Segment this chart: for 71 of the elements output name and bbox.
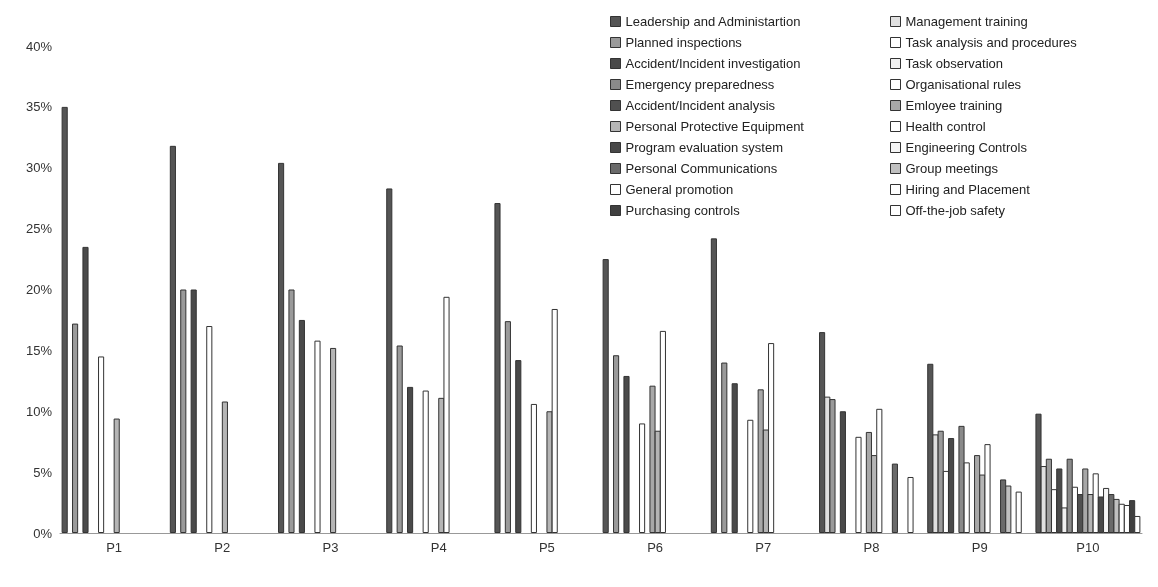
bar: [530, 403, 537, 533]
legend-label: Purchasing controls: [625, 203, 741, 218]
bar: [515, 360, 522, 533]
x-tick-label: P5: [538, 540, 555, 555]
bar: [330, 347, 337, 533]
y-tick-label: 25%: [25, 221, 53, 237]
bar: [386, 188, 393, 533]
legend-label: Management training: [905, 14, 1028, 29]
bar: [757, 389, 764, 533]
legend-label: Task analysis and procedures: [905, 35, 1078, 50]
legend-label: Group meetings: [905, 161, 999, 176]
legend-label: Accident/Incident analysis: [625, 98, 776, 113]
bar: [494, 203, 501, 533]
bar: [1015, 491, 1022, 533]
legend-label: Health control: [905, 119, 986, 134]
x-tick-label: P10: [1076, 540, 1100, 555]
x-tick-label: P7: [755, 540, 772, 555]
bar: [113, 418, 120, 533]
legend-label: Personal Communications: [625, 161, 778, 176]
bar: [61, 106, 68, 533]
bar: [1035, 413, 1042, 533]
legend-label: Emloyee training: [905, 98, 1003, 113]
bar: [855, 436, 862, 533]
legend-label: Personal Protective Equipment: [625, 119, 805, 134]
bar: [747, 419, 754, 533]
x-tick-label: P2: [214, 540, 231, 555]
bar: [907, 477, 914, 533]
y-tick-label: 30%: [25, 160, 53, 176]
legend-label: Task observation: [905, 56, 1004, 71]
x-tick-label: P4: [430, 540, 447, 555]
legend-label: Engineering Controls: [905, 140, 1028, 155]
bar: [602, 259, 609, 533]
bar: [206, 326, 213, 533]
legend-label: Organisational rules: [905, 77, 1022, 92]
y-tick-label: 20%: [25, 282, 53, 297]
bar: [623, 375, 630, 533]
bar: [221, 401, 228, 533]
legend-label: Planned inspections: [625, 35, 743, 50]
legend-label: Accident/Incident investigation: [625, 56, 801, 71]
y-tick-label: 0%: [33, 525, 53, 541]
bar: [278, 162, 285, 533]
legend-label: General promotion: [625, 182, 734, 197]
legend-label: Emergency preparedness: [625, 77, 775, 92]
x-tick-label: P6: [647, 540, 664, 555]
legend-label: Program evaluation system: [625, 140, 784, 155]
x-tick-label: P1: [106, 540, 123, 555]
y-tick-label: 40%: [25, 38, 53, 54]
y-tick-label: 15%: [25, 342, 53, 358]
legend-label: Off-the-job safety: [905, 203, 1006, 218]
bar: [422, 390, 429, 533]
y-tick-label: 10%: [25, 403, 53, 419]
legend-label: Hiring and Placement: [905, 182, 1031, 197]
bar: [839, 411, 846, 533]
bar: [82, 246, 89, 533]
bar: [190, 289, 197, 533]
bar: [639, 423, 646, 533]
bar: [169, 145, 176, 533]
bar: [98, 356, 105, 533]
bar: [298, 319, 305, 533]
bar: [710, 238, 717, 533]
y-tick-label: 5%: [33, 464, 53, 480]
legend-label: Leadership and Administartion: [625, 14, 801, 29]
x-tick-label: P9: [971, 540, 988, 555]
bar: [407, 386, 414, 533]
y-tick-label: 35%: [25, 99, 53, 115]
bar: [891, 463, 898, 533]
x-tick-label: P3: [322, 540, 339, 555]
bar: [731, 383, 738, 533]
bar: [314, 340, 321, 533]
bar: [649, 385, 656, 533]
x-tick-label: P8: [863, 540, 880, 555]
